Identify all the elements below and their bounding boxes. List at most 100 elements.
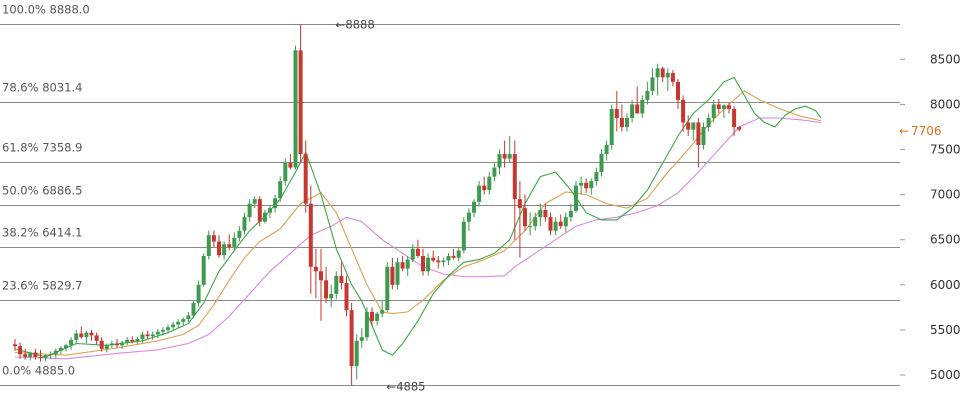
candle-body: [711, 104, 716, 118]
candle: [619, 104, 624, 132]
candle-body: [58, 347, 63, 351]
candle: [650, 68, 655, 96]
candle-body: [13, 344, 17, 347]
candle-body: [349, 310, 354, 367]
candle-body: [354, 340, 359, 367]
candle-body: [23, 354, 28, 357]
candle-body: [737, 126, 742, 130]
candle-body: [329, 293, 334, 299]
candle-body: [145, 334, 150, 337]
last-price-arrow-icon: ←: [899, 124, 909, 138]
candle: [579, 176, 584, 195]
candle: [497, 149, 502, 175]
fib-label: 0.0% 4885.0: [2, 364, 75, 378]
candle: [364, 307, 369, 341]
candle: [140, 331, 145, 343]
candle: [558, 214, 563, 229]
candle: [53, 348, 58, 358]
candle-body: [670, 72, 675, 82]
candle-body: [268, 208, 272, 213]
candle: [614, 90, 619, 132]
candle: [543, 203, 548, 222]
candle-body: [523, 208, 527, 227]
candle: [74, 329, 79, 345]
candle-body: [466, 212, 471, 222]
fib-label: 38.2% 6414.1: [2, 226, 82, 240]
fib-label: 61.8% 7358.9: [2, 141, 82, 155]
candle: [48, 351, 53, 359]
candle-body: [579, 182, 584, 186]
candle-body: [155, 331, 160, 335]
candle: [79, 326, 84, 339]
candle-body: [166, 327, 170, 330]
candle: [308, 185, 313, 294]
fib-label: 23.6% 5829.7: [2, 279, 82, 293]
candle: [278, 176, 283, 202]
candle-body: [528, 226, 533, 228]
candle-body: [227, 244, 232, 247]
candle: [466, 208, 471, 231]
candle-body: [538, 209, 543, 218]
candle: [125, 337, 130, 346]
y-tick-label: 7500: [930, 143, 961, 157]
candle-body: [482, 185, 487, 191]
candle-body: [614, 108, 619, 118]
candle-body: [303, 154, 308, 204]
candle-body: [630, 104, 635, 118]
candle: [660, 66, 665, 82]
candle-body: [431, 257, 436, 261]
y-tick-label: 5000: [930, 368, 961, 382]
moving-average-lines: [14, 76, 822, 360]
candle-body: [543, 209, 548, 218]
candle-body: [487, 176, 492, 191]
candle: [385, 262, 390, 312]
candle-body: [273, 198, 278, 209]
candle: [206, 230, 211, 260]
candle-body: [446, 255, 451, 261]
candle: [502, 140, 507, 168]
candle: [359, 328, 364, 348]
candle: [222, 241, 227, 260]
candle-body: [665, 72, 670, 78]
candle-body: [298, 50, 303, 155]
low-label: 4885: [396, 379, 425, 393]
candle-body: [477, 185, 482, 202]
candle: [380, 301, 385, 318]
candle: [456, 246, 461, 262]
candle: [415, 239, 420, 258]
candle: [293, 45, 298, 170]
candle-body: [196, 284, 201, 303]
candle: [599, 149, 604, 177]
candle-body: [415, 248, 420, 256]
candle: [247, 199, 252, 222]
candle: [655, 63, 660, 96]
candle: [395, 257, 400, 290]
candle-body: [237, 230, 242, 238]
candle-body: [502, 154, 507, 159]
candles: [13, 24, 742, 386]
candle-body: [232, 237, 237, 247]
candle: [533, 212, 538, 231]
candle-body: [604, 145, 609, 155]
candle: [670, 70, 675, 87]
candle-body: [257, 199, 262, 222]
candle-body: [104, 345, 109, 349]
candle: [349, 302, 354, 386]
candle-body: [619, 117, 624, 127]
candle-body: [400, 262, 405, 269]
candle-body: [599, 154, 604, 173]
candle: [410, 244, 415, 263]
candle: [232, 232, 237, 250]
candle: [482, 176, 487, 195]
candle-body: [640, 99, 645, 114]
candle: [604, 140, 609, 161]
candle-body: [53, 350, 58, 355]
candle: [584, 178, 589, 193]
candle-body: [334, 275, 339, 294]
candle: [686, 115, 691, 136]
candle-body: [176, 321, 181, 325]
candle: [334, 271, 339, 300]
candle: [523, 194, 527, 231]
candle-body: [28, 352, 33, 357]
candle-body: [74, 333, 79, 340]
